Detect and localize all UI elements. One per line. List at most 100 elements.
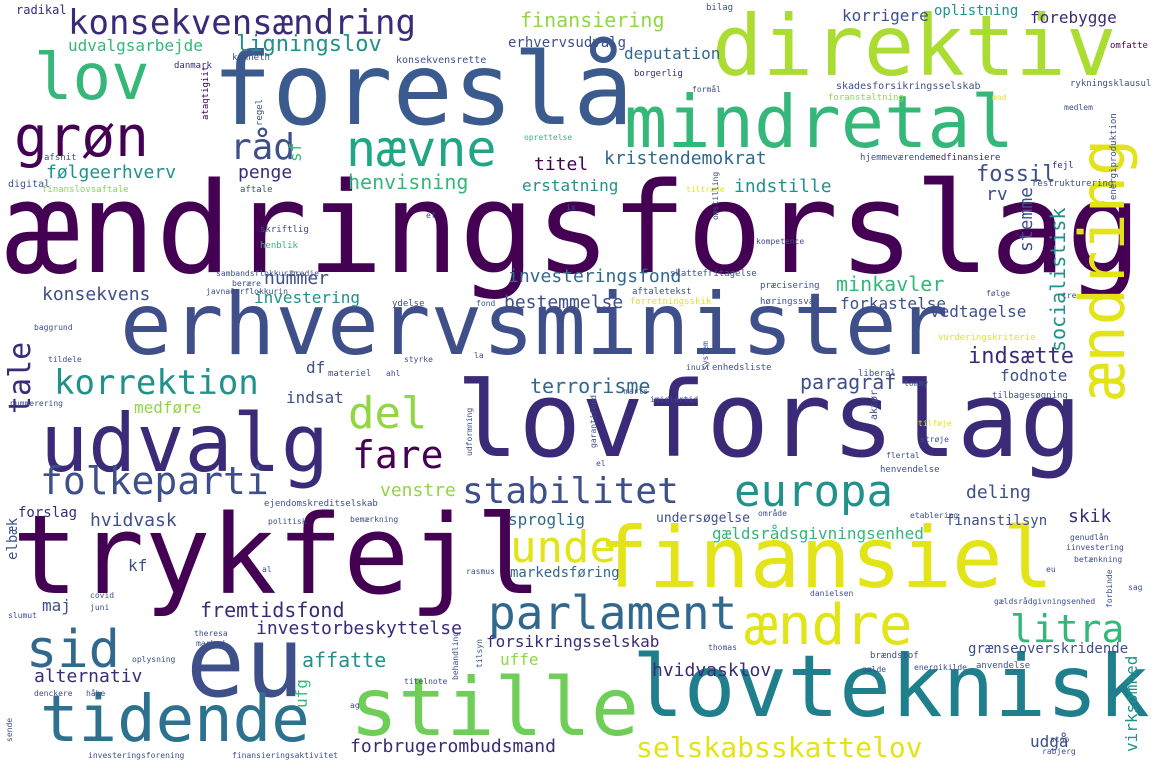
- word-eu: eu: [186, 606, 305, 720]
- word-aendringsforslag: ændringsforslag: [4, 155, 1142, 302]
- word-finansiering: finansiering: [520, 8, 665, 32]
- word-borgerlig: borgerlig: [634, 69, 683, 79]
- word-elbaek: elbæk: [5, 517, 21, 560]
- word-mindretal: mindretal: [624, 80, 1015, 164]
- word-aftale: aftale: [240, 185, 273, 195]
- word-sag: sag: [1128, 583, 1143, 592]
- word-rasmus: rasmus: [466, 567, 495, 576]
- word-foranstaltning: foranstaltning: [828, 93, 904, 103]
- word-foreslaa: foreslå: [212, 31, 634, 148]
- word-ejendomskreditselskab: ejendomskreditselskab: [264, 499, 378, 509]
- word-lovteknisk: lovteknisk: [632, 637, 1150, 737]
- word-sid: sid: [26, 620, 120, 680]
- word-regel: regel: [255, 98, 265, 126]
- word-titelnote: titelnote: [404, 677, 448, 686]
- word-marked: marked: [196, 639, 225, 648]
- word-forebygge: forebygge: [1030, 8, 1117, 27]
- word-del: del: [348, 388, 428, 439]
- word-venstre: venstre: [380, 480, 456, 501]
- word-gaelde: gælde: [862, 665, 887, 674]
- word-skik: skik: [1068, 506, 1112, 527]
- word-finansieringsaktivitet: finansieringsaktivitet: [232, 751, 338, 760]
- word-indsaette: indsætte: [968, 344, 1074, 369]
- word-juni: juni: [90, 603, 110, 612]
- word-gaeldsraadsgivningsenhed: gældsrådsgivningsenhed: [712, 524, 924, 543]
- word-fare: fare: [352, 433, 444, 477]
- word-skriftlig: skriftlig: [260, 225, 309, 235]
- word-sf: sf: [286, 142, 305, 162]
- word-aendring: ændring: [1066, 138, 1139, 400]
- word-behandling: behandling: [451, 631, 460, 680]
- word-covid: covid: [90, 591, 115, 600]
- word-investeringsforening: investeringsforening: [88, 751, 185, 760]
- word-genudlaan: genudlån: [1070, 533, 1109, 542]
- word-rv: rv: [986, 184, 1008, 205]
- word-erhvervsminister: erhvervsminister: [120, 275, 949, 375]
- word-bemaerkning: bemærkning: [350, 515, 399, 524]
- word-direktiv: direktiv: [712, 0, 1117, 95]
- word-fodnote: fodnote: [1000, 366, 1068, 385]
- word-fond: fond: [476, 299, 496, 308]
- word-finansiel: finansiel: [598, 509, 1054, 607]
- word-restrukturering: restrukturering: [1032, 179, 1114, 189]
- word-ilinvestering: iinvestering: [1066, 543, 1124, 552]
- word-investorbeskyttelse: investorbeskyttelse: [256, 618, 462, 639]
- word-hoeringssvar: høringssvar: [760, 297, 820, 307]
- word-afsnit: afsnit: [44, 153, 77, 163]
- word-markedsfoering: markedsføring: [510, 565, 620, 581]
- word-indstille: indstille: [734, 176, 832, 197]
- word-oplistning: oplistning: [934, 3, 1019, 19]
- word-imidlertid: imidlertid: [650, 395, 699, 404]
- word-finanstilsyn: finanstilsyn: [946, 513, 1048, 529]
- word-hjemmevaerende: hjemmeværende: [860, 153, 931, 163]
- word-thomas: thomas: [708, 643, 737, 652]
- word-forsikringsselskab: forsikringsselskab: [486, 632, 660, 651]
- word-inuit: inuit: [686, 363, 711, 372]
- word-garantifond: garantifond: [589, 395, 598, 448]
- word-ef: ef: [426, 211, 436, 220]
- word-aftaletekst: aftaletekst: [632, 287, 692, 297]
- word-eu-small: eu: [1046, 565, 1056, 574]
- word-la: la: [474, 351, 484, 360]
- word-kf: kf: [128, 556, 148, 575]
- word-undersoegelse: undersøgelse: [656, 511, 750, 526]
- word-henvendelse: henvendelse: [880, 465, 940, 475]
- word-penge: penge: [238, 162, 293, 183]
- word-litra: litra: [1010, 607, 1125, 651]
- word-anvendelse: anvendelse: [976, 661, 1031, 671]
- word-fossil: fossil: [976, 162, 1056, 187]
- word-liberal: liberal: [858, 369, 896, 379]
- word-erhvervsudvalg: erhvervsudvalg: [508, 35, 627, 51]
- word-medfinansiere: medfinansiere: [930, 153, 1001, 163]
- word-korrektion: korrektion: [54, 363, 259, 403]
- word-unde: unde: [510, 522, 616, 573]
- word-enhedsliste: enhedsliste: [712, 363, 772, 373]
- word-vurderingskriterie: vurderingskriterie: [938, 333, 1036, 343]
- word-udvalgsarbejde: udvalgsarbejde: [68, 36, 203, 55]
- word-indsat: indsat: [286, 388, 344, 407]
- word-medlem: medlem: [1064, 103, 1093, 112]
- word-maj: maj: [42, 596, 71, 615]
- word-paragraf: paragraf: [800, 370, 897, 394]
- word-foelgeerhverv: følgeerhverv: [46, 162, 177, 183]
- word-slumut: slumut: [8, 611, 37, 620]
- word-vedtagelse: vedtagelse: [930, 302, 1027, 321]
- word-stille: stille: [350, 661, 639, 754]
- word-gaeldsraadgivningsenhed: gældsrådgivningsenhed: [994, 597, 1096, 606]
- word-hvidvasklov: hvidvasklov: [652, 660, 772, 681]
- word-minkavler: minkavler: [836, 272, 945, 296]
- word-tilbagesoegning: tilbagesøgning: [992, 391, 1068, 401]
- word-bestemmelse: bestemmelse: [504, 292, 624, 313]
- word-flertal: flertal: [886, 451, 920, 460]
- word-folkeparti: folkeparti: [40, 459, 269, 503]
- word-lov: lov: [34, 41, 150, 115]
- word-europa: europa: [734, 466, 893, 517]
- word-forretningsskik: forretningsskik: [630, 297, 712, 307]
- word-tidende: tidende: [40, 683, 310, 757]
- word-sambandsflokkurin: sambandsflokkurin: [216, 269, 298, 278]
- word-oplysning: oplysning: [132, 655, 176, 664]
- word-denckere: denckere: [34, 689, 73, 698]
- word-nummer: nummer: [264, 268, 330, 289]
- word-investering: investering: [254, 288, 360, 307]
- word-javnaebrflokkurin: javnaðarflokkurin: [206, 287, 288, 296]
